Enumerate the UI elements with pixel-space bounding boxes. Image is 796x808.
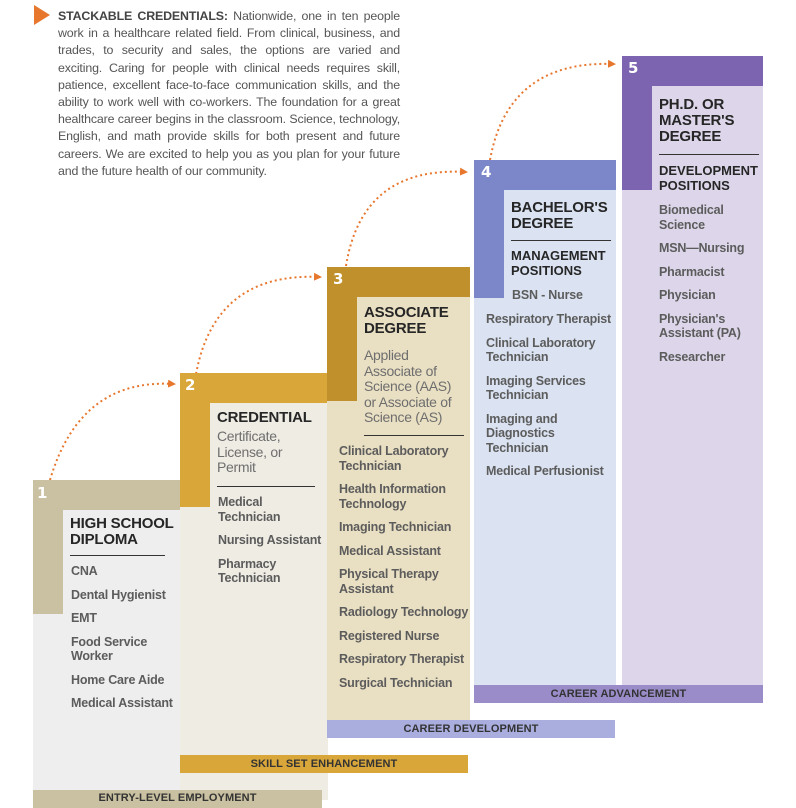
step-4-side-bar — [474, 160, 504, 298]
step-4-list: Respiratory Therapist Clinical Laborator… — [486, 312, 614, 488]
step-4-title: BACHELOR'S DEGREE — [511, 199, 608, 232]
step-3-list: Clinical Laboratory Technician Health In… — [339, 444, 469, 699]
band-entry-level-employment: ENTRY-LEVEL EMPLOYMENT — [33, 790, 322, 808]
list-item: EMT — [71, 611, 97, 625]
step-1-title: HIGH SCHOOL DIPLOMA — [70, 515, 174, 548]
list-item: MSN—Nursing — [659, 241, 745, 255]
step-3-number: 3 — [333, 270, 344, 288]
list-item: Imaging and Diagnostics Technician — [486, 411, 558, 455]
band-career-advancement: CAREER ADVANCEMENT — [474, 685, 763, 703]
intro-heading: STACKABLE CREDENTIALS: — [58, 9, 228, 23]
step-4-number: 4 — [481, 163, 492, 181]
list-item: Researcher — [659, 349, 726, 364]
list-item: Medical Assistant — [71, 696, 173, 710]
list-item: Nursing Assistant — [218, 533, 322, 547]
intro-paragraph: STACKABLE CREDENTIALS: Nationwide, one i… — [58, 8, 400, 180]
list-item: Respiratory Therapist — [486, 312, 612, 326]
step-4-lead-item: BSN - Nurse — [512, 288, 583, 302]
step-5-subheading: DEVELOPMENT POSITIONS — [659, 163, 758, 193]
step-3-title: ASSOCIATE DEGREE — [364, 304, 449, 337]
list-item: Respiratory Therapist — [339, 652, 465, 666]
step-3-subtitle: Applied Associate of Science (AAS) or As… — [364, 347, 452, 425]
step-1-divider — [70, 555, 165, 556]
step-3-divider — [364, 435, 464, 436]
list-item: Imaging Services Technician — [486, 373, 586, 403]
step-2-number: 2 — [185, 376, 196, 394]
step-1-side-bar — [33, 480, 63, 614]
list-item: Radiology Technology — [339, 605, 469, 619]
step-5-side-bar — [622, 56, 652, 190]
list-item: Physician's Assistant (PA) — [659, 311, 741, 341]
step-5-divider — [659, 154, 759, 155]
step-2-divider — [217, 486, 315, 487]
orange-triangle-icon — [34, 5, 50, 25]
step-4-divider — [511, 240, 611, 241]
arrow-4-to-5 — [489, 59, 616, 161]
step-1-number: 1 — [37, 484, 48, 502]
arrow-2-to-3 — [195, 272, 322, 375]
list-item: Clinical Laboratory Technician — [339, 444, 449, 473]
step-5-title: PH.D. OR MASTER'S DEGREE — [659, 96, 735, 145]
intro-body: Nationwide, one in ten people work in a … — [58, 9, 400, 178]
arrow-3-to-4 — [345, 167, 468, 267]
list-item: Home Care Aide — [71, 672, 165, 687]
list-item: Food Service Worker — [71, 634, 148, 664]
step-2-subtitle: Certificate, License, or Permit — [217, 428, 283, 475]
step-5-number: 5 — [628, 59, 639, 77]
list-item: Physician — [659, 288, 716, 302]
list-item: Clinical Laboratory Technician — [486, 335, 596, 365]
step-3-side-bar — [327, 267, 357, 401]
list-item: Imaging Technician — [339, 520, 452, 534]
list-item: Medical Assistant — [339, 543, 441, 558]
list-item: Physical Therapy Assistant — [339, 567, 439, 596]
list-item: Biomedical Science — [659, 203, 724, 232]
step-2-list: Medical Technician Nursing Assistant Pha… — [218, 495, 324, 595]
step-2-side-bar — [180, 373, 210, 507]
list-item: Health Information Technology — [339, 482, 446, 511]
list-item: CNA — [71, 564, 98, 578]
band-career-development: CAREER DEVELOPMENT — [327, 720, 615, 738]
step-4-subheading: MANAGEMENT POSITIONS — [511, 248, 606, 278]
step-1-list: CNA Dental Hygienist EMT Food Service Wo… — [71, 564, 179, 720]
list-item: Dental Hygienist — [71, 587, 166, 602]
list-item: Medical Perfusionist — [486, 464, 604, 478]
list-item: Medical Technician — [218, 495, 281, 524]
arrow-1-to-2 — [49, 379, 176, 481]
step-2-title: CREDENTIAL — [217, 409, 312, 426]
band-skill-set-enhancement: SKILL SET ENHANCEMENT — [180, 755, 468, 773]
list-item: Surgical Technician — [339, 675, 453, 690]
step-5-list: Biomedical Science MSN—Nursing Pharmacis… — [659, 203, 761, 373]
list-item: Pharmacy Technician — [218, 556, 281, 586]
list-item: Registered Nurse — [339, 628, 440, 643]
list-item: Pharmacist — [659, 264, 725, 279]
